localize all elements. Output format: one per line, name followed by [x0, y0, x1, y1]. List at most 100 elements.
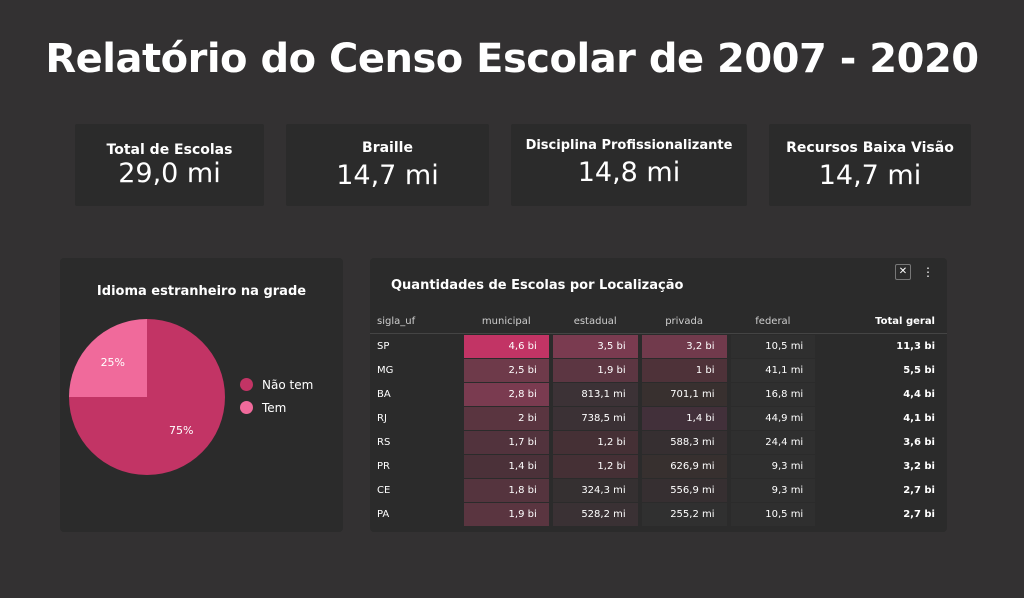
- cell-federal: 10,5 mi: [729, 503, 818, 526]
- cell-privada: 701,1 mi: [640, 383, 729, 406]
- cell-value: 9,3 mi: [730, 479, 816, 502]
- cell-value: 2,5 bi: [463, 359, 549, 382]
- table-row[interactable]: CE 1,8 bi 324,3 mi 556,9 mi 9,3 mi 2,7 bi: [370, 479, 947, 502]
- col-header-federal[interactable]: federal: [728, 309, 818, 334]
- cell-sigla-uf: PR: [377, 461, 390, 472]
- cell-total-geral: 4,1 bi: [903, 413, 935, 424]
- cell-estadual: 324,3 mi: [551, 479, 640, 502]
- cell-value: 626,9 mi: [641, 455, 727, 478]
- cell-value: 2,8 bi: [463, 383, 549, 406]
- cell-federal: 24,4 mi: [729, 431, 818, 454]
- cell-federal: 9,3 mi: [729, 479, 818, 502]
- table-row[interactable]: SP 4,6 bi 3,5 bi 3,2 bi 10,5 mi 11,3 bi: [370, 335, 947, 358]
- cell-value: 10,5 mi: [730, 335, 816, 358]
- col-header-sigla-uf[interactable]: sigla_uf: [370, 309, 462, 334]
- col-header-estadual[interactable]: estadual: [550, 309, 640, 334]
- cell-total-geral: 5,5 bi: [903, 365, 935, 376]
- cell-value: 1,4 bi: [463, 455, 549, 478]
- cell-value: 1,9 bi: [552, 359, 638, 382]
- cell-value: 324,3 mi: [552, 479, 638, 502]
- cell-value: 41,1 mi: [730, 359, 816, 382]
- cell-value: 701,1 mi: [641, 383, 727, 406]
- cell-sigla-uf: RS: [377, 437, 391, 448]
- cell-federal: 44,9 mi: [729, 407, 818, 430]
- table-row[interactable]: PR 1,4 bi 1,2 bi 626,9 mi 9,3 mi 3,2 bi: [370, 455, 947, 478]
- cell-privada: 588,3 mi: [640, 431, 729, 454]
- table-header-row: sigla_uf municipal estadual privada fede…: [370, 309, 947, 334]
- cell-value: 1,7 bi: [463, 431, 549, 454]
- col-header-privada[interactable]: privada: [639, 309, 729, 334]
- cell-sigla-uf: PA: [377, 509, 390, 520]
- cell-sigla-uf: RJ: [377, 413, 387, 424]
- cell-value: 1,9 bi: [463, 503, 549, 526]
- kpi-recursos-baixa-visao: Recursos Baixa Visão 14,7 mi: [769, 124, 971, 206]
- page-title: Relatório do Censo Escolar de 2007 - 202…: [45, 36, 979, 82]
- pie-title: Idioma estranheiro na grade: [96, 284, 307, 299]
- table-row[interactable]: PA 1,9 bi 528,2 mi 255,2 mi 10,5 mi 2,7 bi: [370, 503, 947, 526]
- legend-label: Não tem: [262, 377, 314, 392]
- cell-value: 588,3 mi: [641, 431, 727, 454]
- cell-value: 528,2 mi: [552, 503, 638, 526]
- cell-estadual: 1,2 bi: [551, 455, 640, 478]
- table-row[interactable]: BA 2,8 bi 813,1 mi 701,1 mi 16,8 mi 4,4 bi: [370, 383, 947, 406]
- kpi-total-escolas: Total de Escolas 29,0 mi: [75, 124, 264, 206]
- cell-estadual: 813,1 mi: [551, 383, 640, 406]
- table-toolbar: ✕ ⋮: [895, 264, 935, 280]
- legend-swatch: [240, 378, 253, 391]
- cell-total-geral: 2,7 bi: [903, 485, 935, 496]
- kpi-disciplina-profissionalizante: Disciplina Profissionalizante 14,8 mi: [511, 124, 747, 206]
- cell-value: 2 bi: [463, 407, 549, 430]
- cell-value: 1,8 bi: [463, 479, 549, 502]
- table-row[interactable]: MG 2,5 bi 1,9 bi 1 bi 41,1 mi 5,5 bi: [370, 359, 947, 382]
- legend-item-nao-tem[interactable]: Não tem: [240, 373, 313, 396]
- pie-chart: 75% 25%: [69, 319, 225, 475]
- cell-value: 1 bi: [641, 359, 727, 382]
- kpi-braille: Braille 14,7 mi: [286, 124, 489, 206]
- table-row[interactable]: RS 1,7 bi 1,2 bi 588,3 mi 24,4 mi 3,6 bi: [370, 431, 947, 454]
- kpi-value: 14,7 mi: [818, 160, 922, 191]
- cell-municipal: 1,8 bi: [462, 479, 551, 502]
- cell-federal: 9,3 mi: [729, 455, 818, 478]
- cell-federal: 41,1 mi: [729, 359, 818, 382]
- table-title: Quantidades de Escolas por Localização: [391, 278, 684, 293]
- kpi-label: Recursos Baixa Visão: [786, 140, 954, 156]
- legend-swatch: [240, 401, 253, 414]
- cell-total-geral: 2,7 bi: [903, 509, 935, 520]
- cell-estadual: 528,2 mi: [551, 503, 640, 526]
- cell-value: 9,3 mi: [730, 455, 816, 478]
- cell-federal: 10,5 mi: [729, 335, 818, 358]
- cell-estadual: 738,5 mi: [551, 407, 640, 430]
- cell-value: 16,8 mi: [730, 383, 816, 406]
- cell-federal: 16,8 mi: [729, 383, 818, 406]
- cell-estadual: 3,5 bi: [551, 335, 640, 358]
- cell-municipal: 2,5 bi: [462, 359, 551, 382]
- kpi-value: 14,7 mi: [336, 160, 439, 191]
- col-header-municipal[interactable]: municipal: [461, 309, 551, 334]
- cell-value: 4,6 bi: [463, 335, 549, 358]
- col-header-total-geral[interactable]: Total geral: [817, 309, 947, 334]
- table-row[interactable]: RJ 2 bi 738,5 mi 1,4 bi 44,9 mi 4,1 bi: [370, 407, 947, 430]
- cell-value: 738,5 mi: [552, 407, 638, 430]
- cell-value: 3,5 bi: [552, 335, 638, 358]
- cell-value: 10,5 mi: [730, 503, 816, 526]
- table-panel: Quantidades de Escolas por Localização ✕…: [370, 258, 947, 532]
- more-vert-icon[interactable]: ⋮: [922, 265, 934, 279]
- cell-total-geral: 11,3 bi: [896, 341, 935, 352]
- cell-privada: 626,9 mi: [640, 455, 729, 478]
- cell-municipal: 2 bi: [462, 407, 551, 430]
- legend-item-tem[interactable]: Tem: [240, 396, 313, 419]
- pie-slice-label: 25%: [101, 356, 125, 369]
- cell-value: 3,2 bi: [641, 335, 727, 358]
- cell-value: 24,4 mi: [730, 431, 816, 454]
- cell-value: 1,2 bi: [552, 431, 638, 454]
- cell-value: 556,9 mi: [641, 479, 727, 502]
- cell-total-geral: 4,4 bi: [903, 389, 935, 400]
- cell-municipal: 4,6 bi: [462, 335, 551, 358]
- cell-municipal: 1,9 bi: [462, 503, 551, 526]
- legend-label: Tem: [262, 400, 287, 415]
- cell-total-geral: 3,2 bi: [903, 461, 935, 472]
- cell-privada: 3,2 bi: [640, 335, 729, 358]
- cell-estadual: 1,2 bi: [551, 431, 640, 454]
- pin-off-icon[interactable]: ✕: [895, 264, 911, 280]
- pie-slice-tem[interactable]: [69, 319, 147, 397]
